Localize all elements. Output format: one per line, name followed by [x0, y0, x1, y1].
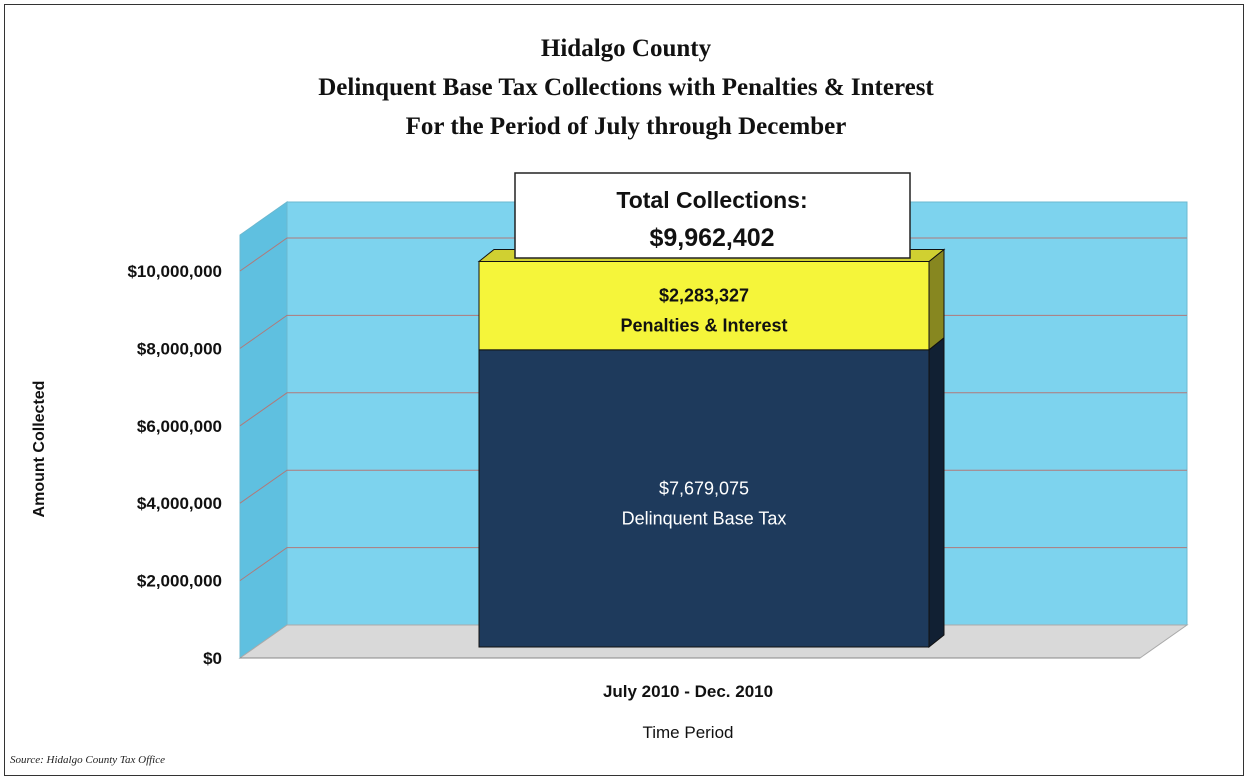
data-label-value: $7,679,075 [659, 478, 749, 498]
total-callout-box [514, 172, 911, 259]
bar-side-penalties-interest [928, 248, 945, 351]
bar-group: $7,679,075 Delinquent Base Tax $2,283,327 P… [477, 248, 946, 649]
source-note: Source: Hidalgo County Tax Office [10, 754, 165, 766]
y-tick-label: $4,000,000 [137, 494, 222, 513]
data-label-value: $2,283,327 [659, 286, 749, 306]
y-tick-label: $0 [203, 649, 222, 668]
chart-title-line-3: For the Period of July through December [405, 113, 847, 140]
chart-title-line-1: Hidalgo County [540, 35, 712, 62]
data-label-name: Delinquent Base Tax [622, 508, 787, 528]
y-tick-label: $8,000,000 [137, 339, 222, 358]
chart-title-line-2: Delinquent Base Tax Collections with Pen… [318, 74, 934, 101]
bar-side-delinquent-base-tax [928, 336, 945, 649]
data-label-name: Penalties & Interest [620, 316, 787, 336]
y-tick-label: $10,000,000 [127, 262, 222, 281]
total-callout-heading: Total Collections: [616, 187, 807, 213]
bar-segment-penalties-interest [478, 260, 930, 351]
x-axis-label: Time Period [642, 723, 733, 742]
y-axis-label: Amount Collected [31, 381, 48, 518]
bar-segment-delinquent-base-tax [478, 349, 930, 648]
y-tick-label: $2,000,000 [137, 572, 222, 591]
y-tick-label: $6,000,000 [137, 417, 222, 436]
y-tick-labels: $0 $2,000,000 $4,000,000 $6,000,000 $8,000,0… [127, 262, 222, 668]
x-category-label: July 2010 - Dec. 2010 [603, 682, 773, 701]
side-wall [239, 201, 288, 659]
total-callout-value: $9,962,402 [649, 224, 774, 252]
